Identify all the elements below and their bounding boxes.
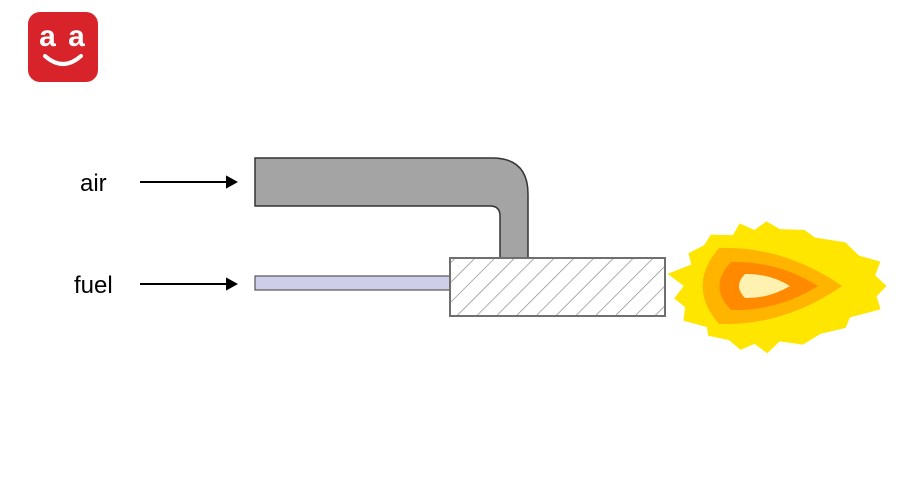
burner-diagram	[0, 0, 900, 500]
fuel-pipe	[255, 276, 450, 290]
air-arrow	[140, 175, 238, 188]
fuel-arrow	[140, 277, 238, 290]
flame	[668, 221, 887, 353]
air-pipe	[255, 158, 528, 258]
combustion-chamber	[450, 258, 665, 316]
